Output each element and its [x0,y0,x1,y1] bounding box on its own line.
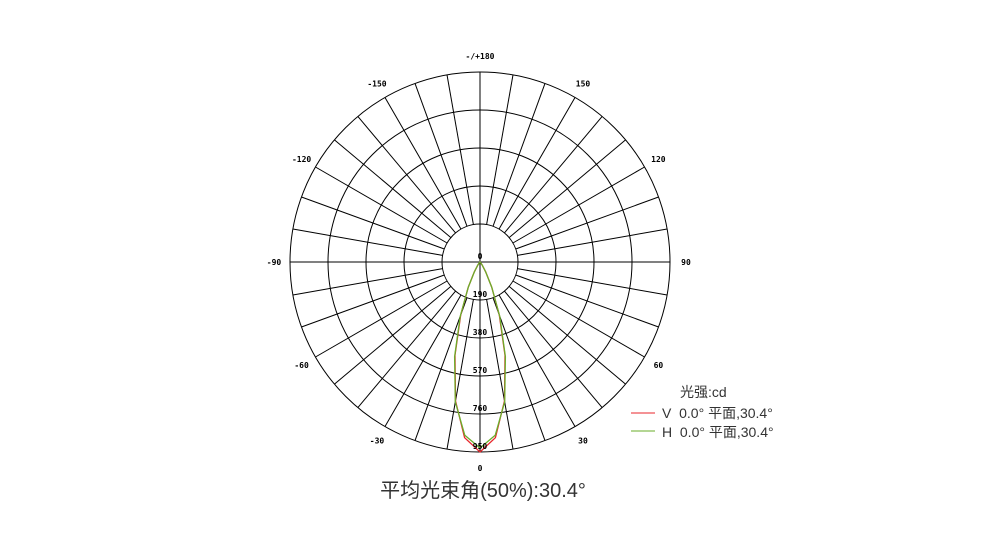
series-curve-h [453,261,507,449]
intensity-curves [453,261,507,453]
angle-tick-label: -90 [267,258,282,267]
angle-tick-label: -30 [370,436,385,445]
radial-tick-label: 380 [473,328,488,337]
radial-tick-label: 760 [473,404,488,413]
angle-tick-label: -120 [292,155,311,164]
radial-tick-label: 190 [473,290,488,299]
angle-tick-label: -/+180 [466,52,495,61]
radial-tick-label: 570 [473,366,488,375]
angle-tick-label: 30 [578,436,588,445]
angle-tick-label: -150 [367,80,386,89]
legend-title: 光强:cd [680,384,727,400]
legend: 光强:cd V 0.0° 平面,30.4° H 0.0° 平面,30.4° [631,384,774,440]
angle-tick-label: 120 [651,155,666,164]
angle-tick-label: 150 [576,80,591,89]
beam-angle-footer: 平均光束角(50%):30.4° [380,479,586,502]
legend-label-v: V 0.0° 平面,30.4° [662,405,773,421]
angle-tick-label: 0 [478,464,483,473]
angle-tick-label: 60 [654,361,664,370]
legend-label-h: H 0.0° 平面,30.4° [662,424,774,440]
radial-tick-label: 950 [473,442,488,451]
tick-labels: 0 190 380 570 760 950 0 30 60 90 120 150 -/+180 -150 -… [267,52,691,473]
angle-tick-label: 90 [681,258,691,267]
angle-tick-label: -60 [294,361,309,370]
radial-tick-label: 0 [478,252,483,261]
